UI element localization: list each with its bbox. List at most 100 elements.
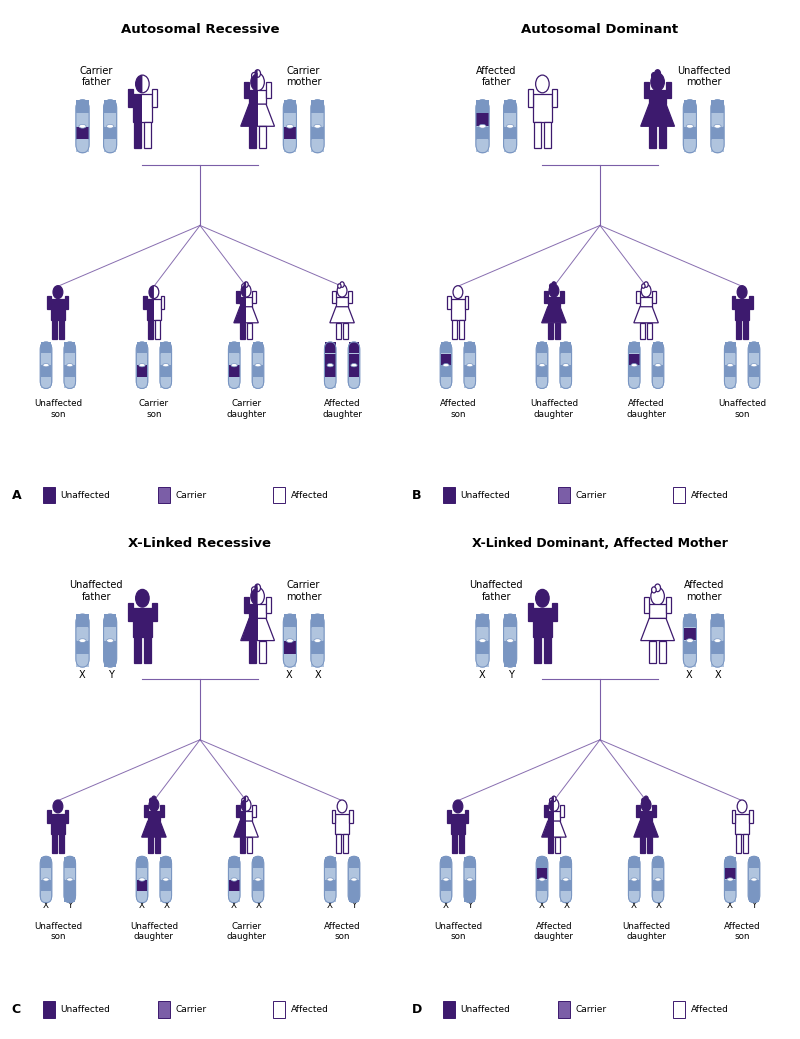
Bar — [311, 140, 324, 153]
Circle shape — [337, 285, 347, 297]
Bar — [161, 856, 171, 868]
Bar — [684, 655, 696, 667]
Bar — [252, 805, 256, 817]
Circle shape — [242, 798, 245, 802]
Bar — [711, 641, 724, 654]
Ellipse shape — [79, 639, 86, 642]
Text: Unaffected: Unaffected — [461, 490, 510, 500]
Text: Affected
son: Affected son — [324, 922, 360, 941]
Bar — [684, 100, 696, 113]
Circle shape — [651, 73, 664, 90]
Bar — [311, 641, 324, 654]
Bar — [725, 856, 735, 868]
Bar — [441, 891, 451, 903]
Ellipse shape — [314, 125, 321, 128]
Circle shape — [338, 284, 341, 288]
Bar — [459, 834, 464, 853]
Polygon shape — [234, 821, 258, 837]
Bar — [731, 296, 735, 309]
Bar — [640, 810, 652, 821]
Bar — [161, 891, 171, 903]
Bar — [736, 834, 741, 853]
FancyBboxPatch shape — [136, 856, 148, 903]
FancyBboxPatch shape — [683, 614, 696, 667]
Circle shape — [651, 587, 664, 605]
Bar — [725, 342, 735, 353]
Bar — [629, 354, 639, 365]
Bar — [533, 95, 552, 123]
Text: Unaffected
son: Unaffected son — [718, 399, 766, 419]
Bar — [673, 1002, 686, 1017]
Bar — [336, 296, 348, 307]
Bar — [133, 95, 152, 123]
Text: Carrier
father: Carrier father — [80, 65, 113, 87]
Bar — [161, 296, 165, 309]
Bar — [465, 880, 475, 890]
Bar — [325, 342, 335, 353]
Bar — [161, 869, 171, 879]
Bar — [41, 342, 51, 353]
Bar — [673, 487, 686, 503]
Bar — [137, 891, 147, 903]
Bar — [247, 323, 252, 339]
Circle shape — [251, 587, 256, 593]
Bar — [152, 604, 157, 621]
Text: X: X — [478, 670, 486, 681]
Bar — [640, 296, 652, 307]
Bar — [649, 605, 666, 618]
Ellipse shape — [351, 364, 357, 367]
Bar — [250, 127, 256, 149]
Polygon shape — [634, 307, 658, 323]
Polygon shape — [241, 618, 258, 641]
Ellipse shape — [655, 364, 661, 367]
Circle shape — [651, 587, 656, 593]
Bar — [451, 814, 465, 834]
Bar — [537, 856, 547, 868]
FancyBboxPatch shape — [476, 614, 489, 667]
Bar — [725, 891, 735, 903]
FancyBboxPatch shape — [76, 614, 89, 667]
Ellipse shape — [714, 639, 721, 642]
Text: Affected
father: Affected father — [476, 65, 517, 87]
Circle shape — [251, 587, 264, 605]
Bar — [653, 856, 663, 868]
Text: Autosomal Dominant: Autosomal Dominant — [522, 23, 678, 36]
Bar — [325, 891, 335, 903]
Ellipse shape — [106, 639, 114, 642]
Bar — [250, 641, 256, 663]
Text: Carrier: Carrier — [576, 490, 607, 500]
Bar — [476, 113, 489, 126]
FancyBboxPatch shape — [64, 856, 75, 903]
Circle shape — [642, 284, 645, 288]
Ellipse shape — [79, 125, 86, 128]
Text: Affected
daughter: Affected daughter — [626, 399, 666, 419]
Bar — [441, 354, 451, 365]
Bar — [128, 604, 133, 621]
Bar — [552, 604, 557, 621]
Bar — [629, 869, 639, 879]
Bar — [653, 366, 663, 376]
Bar — [735, 299, 749, 320]
Bar — [504, 655, 516, 667]
Text: X: X — [686, 670, 693, 681]
Text: D: D — [412, 1003, 422, 1016]
Bar — [247, 837, 252, 853]
Bar — [561, 342, 571, 353]
FancyBboxPatch shape — [440, 856, 452, 903]
Bar — [236, 805, 240, 817]
Text: X: X — [442, 901, 448, 910]
Bar — [325, 354, 335, 365]
Bar — [725, 354, 735, 365]
Circle shape — [644, 282, 648, 288]
Bar — [134, 123, 141, 149]
Bar — [343, 834, 348, 853]
Bar — [137, 366, 147, 376]
Bar — [555, 837, 560, 853]
Bar — [533, 609, 552, 637]
Bar — [284, 628, 296, 640]
Bar — [349, 856, 359, 868]
FancyBboxPatch shape — [160, 856, 171, 903]
Bar — [659, 641, 666, 663]
Bar — [143, 296, 147, 309]
Circle shape — [241, 285, 251, 297]
